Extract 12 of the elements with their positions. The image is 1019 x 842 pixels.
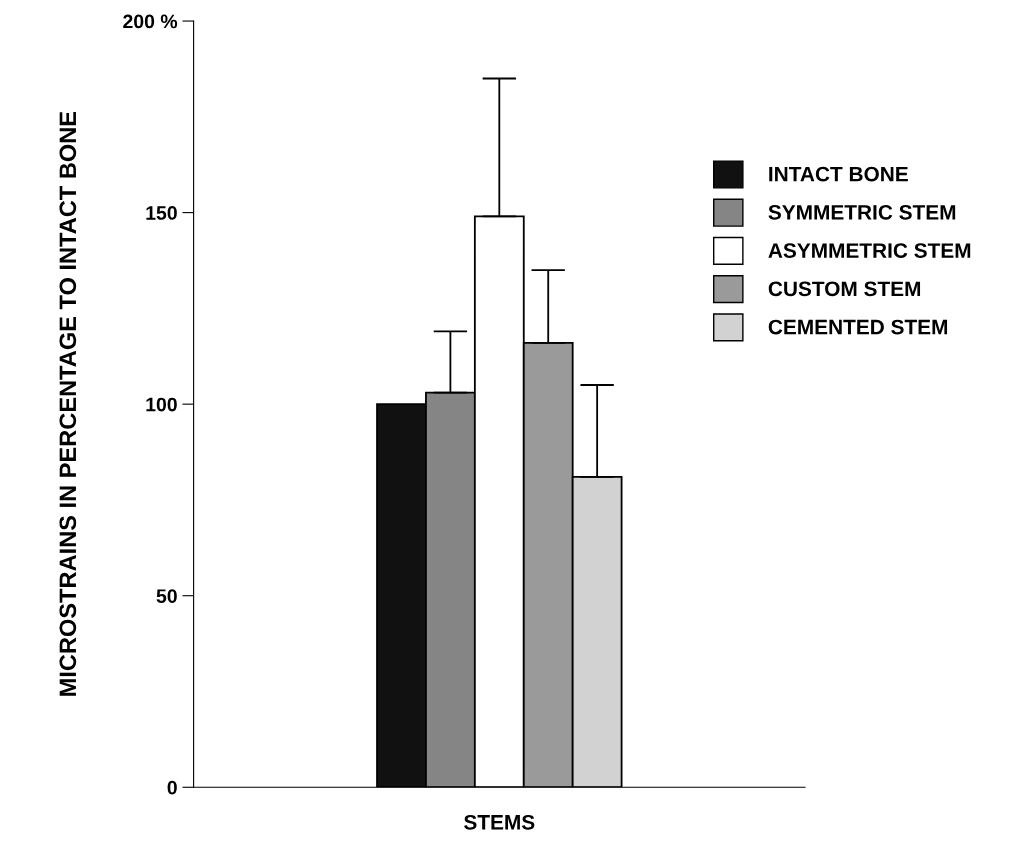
y-tick-label: 50 xyxy=(156,589,177,603)
legend-label: SYMMETRIC STEM xyxy=(768,204,956,220)
x-axis-title: STEMS xyxy=(464,814,535,830)
legend-label: CUSTOM STEM xyxy=(768,281,921,297)
y-tick-label: 150 xyxy=(146,206,177,220)
y-tick-label: 100 xyxy=(146,397,177,412)
y-tick-label: 0 xyxy=(167,780,177,795)
y-axis-title: MICROSTRAINS IN PERCENTAGE TO INTACT BONE xyxy=(59,111,77,696)
legend-label: ASYMMETRIC STEM xyxy=(768,243,971,258)
legend-label: CEMENTED STEM xyxy=(768,319,948,335)
y-tick-label: 200 % xyxy=(123,14,178,29)
legend-label: INTACT BONE xyxy=(769,166,908,182)
